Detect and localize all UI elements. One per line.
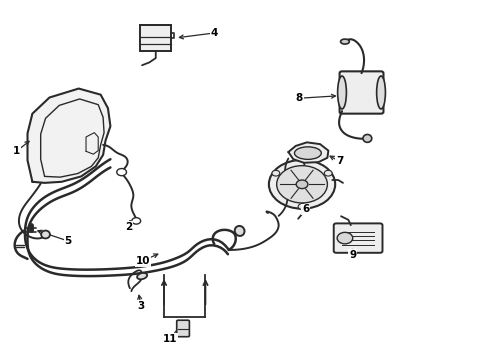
FancyBboxPatch shape	[339, 71, 383, 114]
Text: 5: 5	[64, 236, 71, 246]
Ellipse shape	[234, 226, 244, 236]
Ellipse shape	[294, 147, 321, 159]
Circle shape	[336, 232, 352, 244]
Text: 4: 4	[210, 28, 218, 38]
Ellipse shape	[337, 76, 346, 109]
Ellipse shape	[137, 273, 147, 279]
Text: 11: 11	[163, 333, 177, 343]
Text: 10: 10	[136, 256, 150, 266]
Text: 3: 3	[137, 301, 144, 311]
Text: 7: 7	[335, 156, 343, 166]
Circle shape	[117, 168, 126, 176]
Text: 1: 1	[13, 146, 20, 156]
Text: 9: 9	[348, 249, 356, 260]
Circle shape	[298, 204, 305, 210]
FancyBboxPatch shape	[176, 320, 189, 337]
FancyBboxPatch shape	[333, 224, 382, 253]
Circle shape	[132, 218, 141, 224]
Ellipse shape	[41, 230, 50, 238]
Ellipse shape	[340, 39, 348, 44]
Text: 8: 8	[295, 93, 302, 103]
Polygon shape	[288, 142, 328, 163]
FancyBboxPatch shape	[140, 25, 171, 51]
Circle shape	[296, 180, 307, 189]
Ellipse shape	[376, 76, 385, 109]
Circle shape	[324, 170, 331, 176]
Ellipse shape	[362, 134, 371, 142]
Circle shape	[271, 170, 279, 176]
Polygon shape	[27, 89, 110, 183]
Text: 6: 6	[302, 204, 309, 215]
Circle shape	[276, 166, 327, 203]
Circle shape	[268, 160, 334, 209]
Text: 2: 2	[124, 222, 132, 231]
